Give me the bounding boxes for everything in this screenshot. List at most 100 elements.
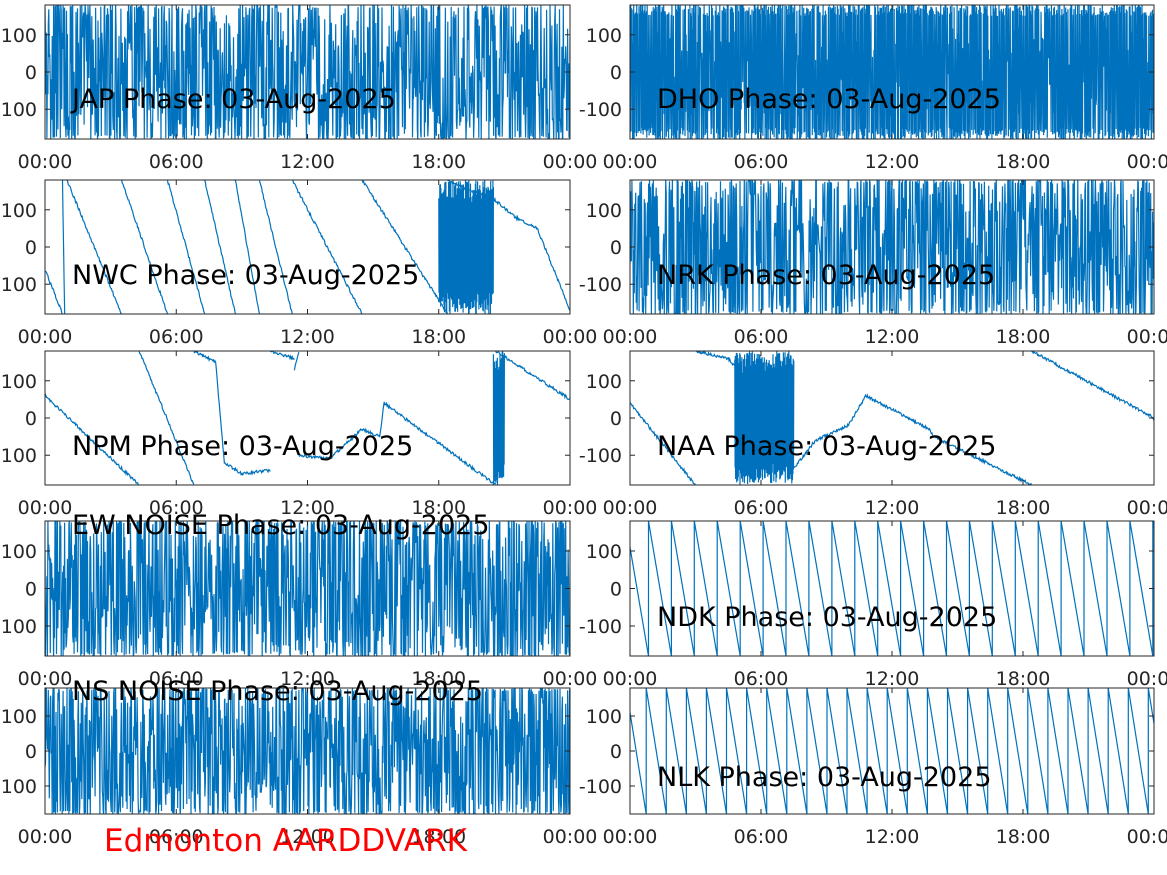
x-tick-label: 18:00 [996,497,1051,519]
x-tick-label: 00:00 [543,497,598,519]
x-tick-label: 06:00 [149,497,204,519]
phase-series-line [630,180,1154,314]
phase-series-line [630,521,1154,656]
y-tick-label: -100 [0,776,37,798]
y-tick-label: 100 [1,25,37,47]
y-tick-label: 100 [1,200,37,222]
y-tick-label: -100 [0,445,37,467]
x-tick-label: 00:00 [1127,668,1167,690]
y-tick-label: -100 [579,616,622,638]
phase-panel-6: 100 0 -100 00:00 06:00 12:00 18:00 00:00 EW NOIS… [0,510,597,690]
panel-title: NDK Phase: 03-Aug-2025 [657,602,997,633]
y-tick-label: 100 [586,706,622,728]
axes-box [629,687,1155,815]
y-tick-label: -100 [579,445,622,467]
x-tick-label: 00:00 [1127,151,1167,173]
y-tick-label: 100 [586,541,622,563]
y-tick-label: 0 [610,408,622,430]
phase-series-line [630,688,1154,814]
y-tick-label: 0 [25,62,37,84]
y-tick-label: 0 [25,741,37,763]
x-tick-label: 00:00 [543,826,598,848]
panel-title: JAP Phase: 03-Aug-2025 [70,84,396,115]
x-tick-label: 18:00 [411,826,466,848]
phase-panel-3: 100 0 -100 00:00 06:00 12:00 18:00 00:00 NRK Pha… [579,179,1167,348]
x-tick-label: 06:00 [734,668,789,690]
y-tick-label: 0 [25,408,37,430]
x-tick-label: 18:00 [411,668,466,690]
x-tick-label: 18:00 [996,826,1051,848]
y-tick-label: -100 [579,274,622,296]
y-tick-label: 100 [1,541,37,563]
x-tick-label: 12:00 [280,151,335,173]
x-tick-label: 18:00 [996,151,1051,173]
phase-panel-1: 100 0 -100 00:00 06:00 12:00 18:00 00:00 DHO Pha… [579,4,1167,173]
phase-series-line [45,5,570,139]
panel-title: NWC Phase: 03-Aug-2025 [72,260,419,291]
x-tick-label: 00:00 [543,326,598,348]
x-tick-label: 00:00 [603,668,658,690]
x-tick-label: 12:00 [280,497,335,519]
x-tick-label: 00:00 [18,826,73,848]
phase-panel-7: 100 0 -100 00:00 06:00 12:00 18:00 00:00 NDK Pha… [579,520,1167,690]
x-tick-label: 12:00 [865,151,920,173]
x-tick-label: 18:00 [996,326,1051,348]
x-tick-label: 12:00 [280,668,335,690]
y-tick-label: 0 [610,741,622,763]
panel-title: NLK Phase: 03-Aug-2025 [657,762,992,793]
x-tick-label: 06:00 [149,326,204,348]
x-tick-label: 00:00 [543,151,598,173]
y-tick-label: -100 [0,274,37,296]
panel-title: NPM Phase: 03-Aug-2025 [72,431,413,462]
axes-box [629,350,1155,486]
x-tick-label: 06:00 [734,497,789,519]
x-tick-label: 18:00 [411,151,466,173]
x-tick-label: 00:00 [1127,326,1167,348]
x-tick-label: 00:00 [18,326,73,348]
x-tick-label: 00:00 [603,497,658,519]
phase-series-line [45,180,570,314]
phase-panel-5: 100 0 -100 00:00 06:00 12:00 18:00 00:00 NAA Pha… [579,350,1167,519]
x-tick-label: 12:00 [865,326,920,348]
y-tick-label: -100 [0,616,37,638]
y-tick-label: -100 [579,99,622,121]
phase-panel-9: 100 0 -100 00:00 06:00 12:00 18:00 00:00 NLK Pha… [579,687,1167,848]
x-tick-label: 00:00 [603,326,658,348]
x-tick-label: 00:00 [18,668,73,690]
x-tick-label: 00:00 [1127,497,1167,519]
x-tick-label: 00:00 [18,151,73,173]
phase-series-line [45,521,570,656]
y-tick-label: 100 [586,25,622,47]
x-tick-label: 06:00 [734,826,789,848]
x-tick-label: 00:00 [1127,826,1167,848]
y-tick-label: -100 [579,776,622,798]
x-tick-label: 12:00 [280,326,335,348]
phase-panel-2: 100 0 -100 00:00 06:00 12:00 18:00 00:00 NWC Pha… [0,179,598,348]
x-tick-label: 06:00 [149,668,204,690]
y-tick-label: 100 [1,371,37,393]
x-tick-label: 00:00 [603,151,658,173]
x-tick-label: 06:00 [734,151,789,173]
phase-panel-0: 100 0 -100 00:00 06:00 12:00 18:00 00:00 JAP Pha… [0,4,598,173]
panel-title: NRK Phase: 03-Aug-2025 [657,260,995,291]
phase-panel-8: 100 0 -100 00:00 06:00 12:00 18:00 00:00 NS NOIS… [0,676,597,848]
y-tick-label: 100 [586,371,622,393]
y-tick-label: 100 [586,200,622,222]
x-tick-label: 06:00 [149,151,204,173]
y-tick-label: 0 [610,62,622,84]
x-tick-label: 12:00 [865,826,920,848]
x-tick-label: 06:00 [734,326,789,348]
phase-series-line [45,351,570,485]
panel-title: EW NOISE Phase: 03-Aug-2025 [72,510,490,541]
panel-title: NS NOISE Phase: 03-Aug-2025 [72,676,483,707]
y-tick-label: 0 [610,237,622,259]
y-tick-label: 0 [25,579,37,601]
x-tick-label: 12:00 [865,497,920,519]
y-tick-label: 0 [25,237,37,259]
phase-series-line [630,5,1154,139]
x-tick-label: 12:00 [280,826,335,848]
panel-title: DHO Phase: 03-Aug-2025 [657,84,1001,115]
footer-station-label: Edmonton AARDDVARK [104,823,468,859]
x-tick-label: 00:00 [603,826,658,848]
